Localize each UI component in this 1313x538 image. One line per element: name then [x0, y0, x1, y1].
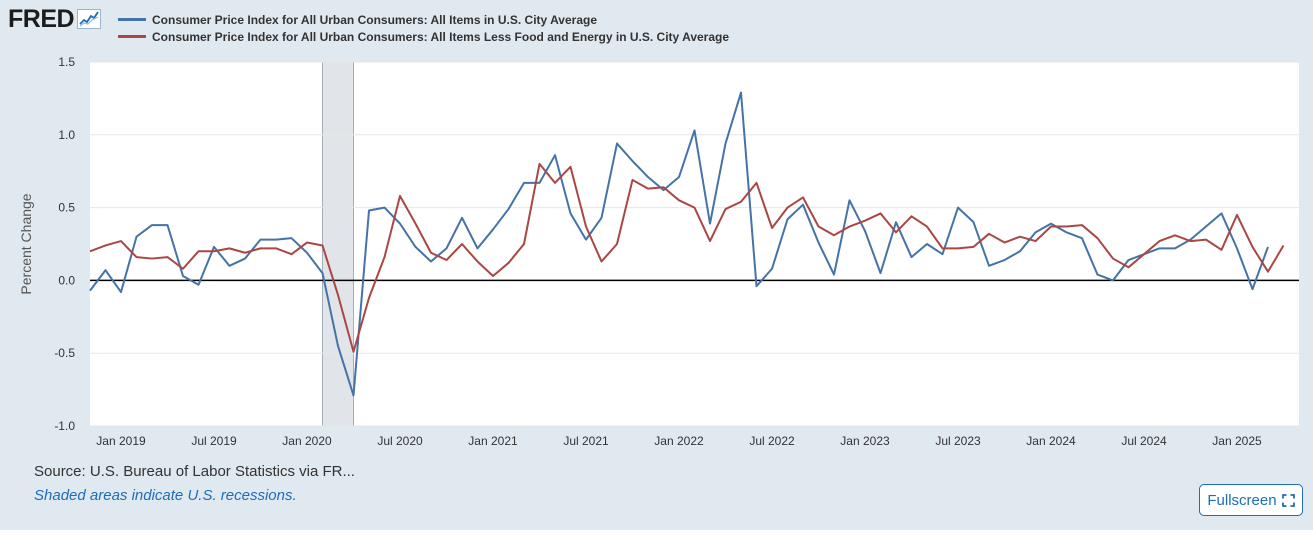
legend-swatch [118, 35, 146, 38]
x-tick-label: Jan 2019 [96, 434, 146, 448]
trend-line-icon [77, 9, 102, 29]
chart-legend: Consumer Price Index for All Urban Consu… [118, 11, 729, 45]
x-tick-label: Jul 2023 [935, 434, 981, 448]
recession-note[interactable]: Shaded areas indicate U.S. recessions. [34, 487, 297, 504]
series-line-cpi-all-items [89, 91, 1269, 397]
y-tick-label: 0.5 [58, 201, 75, 215]
fred-logo[interactable]: FRED [8, 5, 102, 33]
y-axis-label: Percent Change [18, 193, 34, 294]
expand-icon [1281, 493, 1295, 507]
x-tick-label: Jan 2021 [468, 434, 518, 448]
y-tick-label: -1.0 [54, 419, 75, 433]
legend-swatch [118, 18, 146, 21]
x-tick-label: Jan 2022 [654, 434, 704, 448]
y-tick-label: 1.0 [58, 128, 75, 142]
fred-logo-text: FRED [8, 5, 75, 33]
legend-item-cpi-all-items[interactable]: Consumer Price Index for All Urban Consu… [118, 11, 729, 28]
x-tick-label: Jan 2024 [1026, 434, 1076, 448]
legend-item-cpi-core[interactable]: Consumer Price Index for All Urban Consu… [118, 28, 729, 45]
series-line-cpi-core [89, 162, 1285, 353]
bottom-strip [0, 530, 1313, 538]
fullscreen-button[interactable]: Fullscreen [1199, 484, 1303, 516]
y-tick-label: 1.5 [58, 55, 75, 69]
plot-area [90, 62, 1299, 426]
legend-label: Consumer Price Index for All Urban Consu… [152, 12, 597, 27]
recession-shade [322, 61, 354, 427]
x-tick-label: Jul 2022 [749, 434, 795, 448]
source-note: Source: U.S. Bureau of Labor Statistics … [34, 463, 355, 480]
x-tick-label: Jul 2020 [377, 434, 423, 448]
legend-label: Consumer Price Index for All Urban Consu… [152, 29, 730, 44]
x-tick-label: Jul 2021 [563, 434, 609, 448]
y-tick-label: -0.5 [54, 346, 75, 360]
x-tick-label: Jan 2023 [840, 434, 890, 448]
x-tick-label: Jul 2019 [191, 434, 237, 448]
y-tick-label: 0.0 [58, 273, 75, 287]
fullscreen-label: Fullscreen [1207, 491, 1277, 509]
x-tick-label: Jan 2020 [282, 434, 332, 448]
x-tick-label: Jul 2024 [1121, 434, 1167, 448]
x-tick-label: Jan 2025 [1212, 434, 1262, 448]
